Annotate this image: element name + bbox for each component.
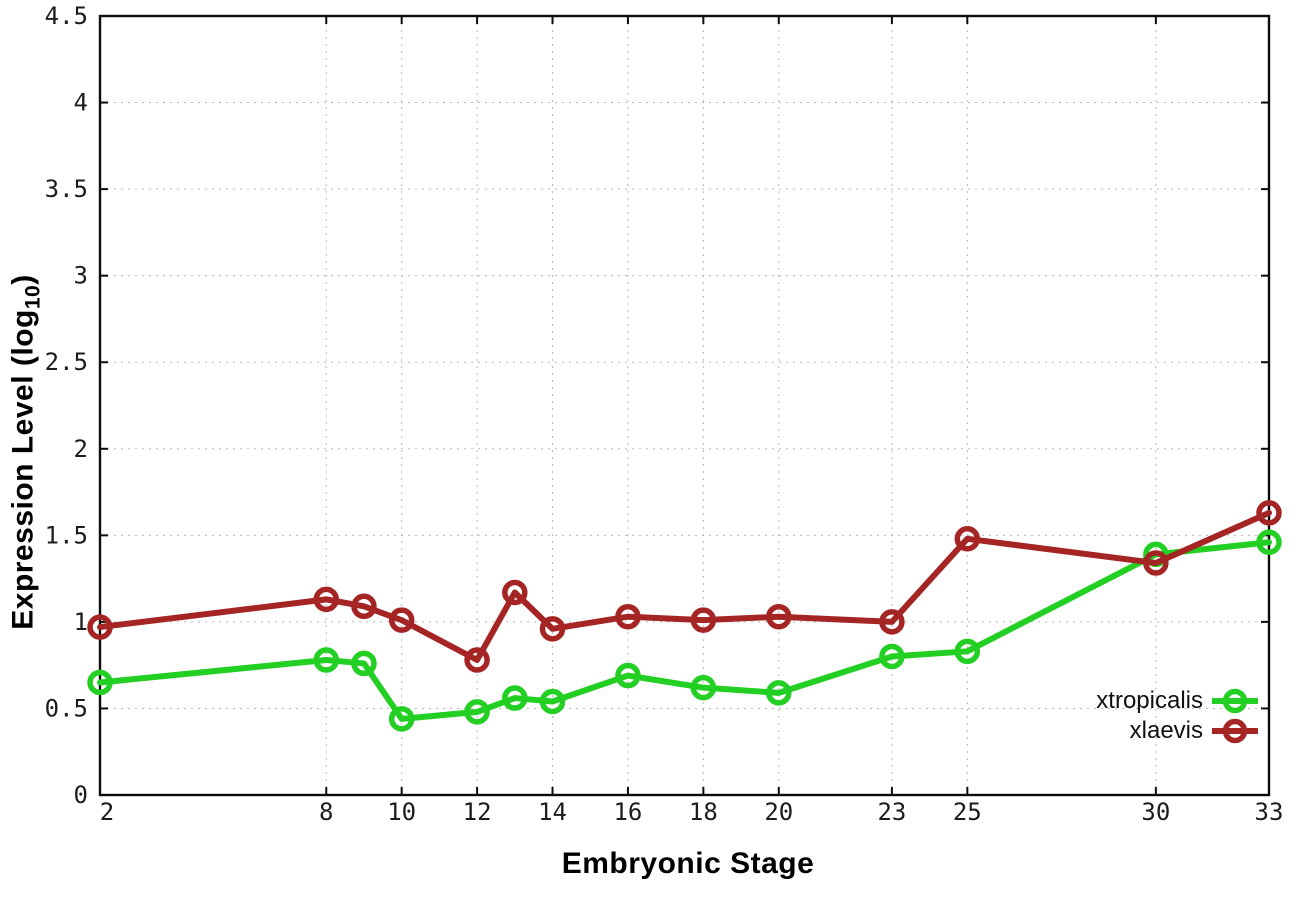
x-tick-label-18: 18	[689, 798, 718, 826]
x-tick-label-14: 14	[538, 798, 567, 826]
data-point-xtropicalis-stage-14	[539, 688, 566, 715]
data-point-xtropicalis-stage-25	[954, 638, 981, 665]
x-tick-label-23: 23	[877, 798, 906, 826]
y-tick-label-0.5: 0.5	[45, 694, 88, 722]
data-point-xtropicalis-stage-8	[313, 647, 340, 673]
data-point-xtropicalis-stage-23	[879, 643, 905, 670]
data-point-xlaevis-stage-30	[1143, 550, 1169, 576]
x-axis-title: Embryonic Stage	[561, 847, 815, 880]
y-tick-label-1: 1	[74, 608, 88, 636]
data-point-xlaevis-stage-9	[351, 593, 377, 620]
y-tick-label-2: 2	[74, 435, 88, 463]
legend-entry-xlaevis: xlaevis	[1096, 716, 1258, 746]
data-point-xlaevis-stage-14	[539, 616, 566, 642]
y-tick-label-1.5: 1.5	[45, 521, 88, 549]
data-point-xtropicalis-stage-18	[690, 674, 717, 701]
data-point-xtropicalis-stage-20	[766, 680, 792, 706]
x-tick-label-25: 25	[953, 798, 982, 826]
y-axis-title-subscript: 10	[21, 284, 45, 310]
data-point-xlaevis-stage-13	[502, 579, 528, 606]
y-tick-label-3.5: 3.5	[45, 175, 88, 203]
x-tick-label-10: 10	[387, 798, 416, 826]
xlaevis-line-marker-icon	[1212, 718, 1258, 744]
data-point-xtropicalis-stage-16	[615, 662, 641, 689]
y-axis-title: Expression Level (log10)	[7, 274, 46, 629]
legend-label-xlaevis: xlaevis	[1129, 717, 1203, 744]
xtropicalis-line-marker-icon	[1212, 688, 1258, 714]
data-point-xtropicalis-stage-2	[87, 669, 113, 696]
data-point-xlaevis-stage-8	[313, 586, 340, 613]
x-tick-label-33: 33	[1255, 798, 1284, 826]
data-point-xlaevis-stage-2	[87, 614, 113, 640]
y-tick-label-4.5: 4.5	[45, 2, 88, 30]
data-point-xtropicalis-stage-9	[351, 650, 377, 677]
x-tick-label-8: 8	[319, 798, 333, 826]
data-point-xlaevis-stage-10	[388, 607, 415, 633]
data-point-xtropicalis-stage-10	[388, 706, 415, 732]
data-point-xlaevis-stage-16	[615, 603, 641, 630]
y-tick-label-0: 0	[74, 781, 88, 809]
legend-label-xtropicalis: xtropicalis	[1096, 687, 1203, 714]
data-point-xtropicalis-stage-13	[502, 685, 528, 711]
data-point-xlaevis-stage-25	[954, 526, 981, 552]
series-line-xtropicalis	[97, 539, 1272, 722]
data-point-xlaevis-stage-18	[690, 607, 717, 633]
data-point-xtropicalis-stage-33	[1256, 529, 1282, 556]
x-tick-label-2: 2	[100, 798, 114, 826]
x-tick-label-30: 30	[1141, 798, 1170, 826]
x-tick-label-16: 16	[613, 798, 642, 826]
y-axis-title-text: Expression Level (log	[6, 309, 40, 630]
legend: xtropicalis xlaevis	[1096, 686, 1258, 746]
x-tick-label-12: 12	[463, 798, 492, 826]
y-tick-label-2.5: 2.5	[45, 348, 88, 376]
y-tick-label-4: 4	[74, 89, 88, 117]
plot-border	[98, 14, 1271, 797]
series-line-xlaevis	[97, 509, 1272, 663]
y-tick-label-3: 3	[74, 262, 88, 290]
data-point-xlaevis-stage-33	[1256, 500, 1282, 526]
x-tick-label-20: 20	[764, 798, 793, 826]
data-point-xlaevis-stage-12	[464, 647, 490, 673]
legend-entry-xtropicalis: xtropicalis	[1096, 686, 1258, 716]
y-axis-title-close: )	[6, 274, 40, 285]
data-point-xtropicalis-stage-12	[464, 699, 490, 725]
data-point-xlaevis-stage-23	[879, 609, 905, 635]
data-point-xlaevis-stage-20	[766, 603, 792, 630]
